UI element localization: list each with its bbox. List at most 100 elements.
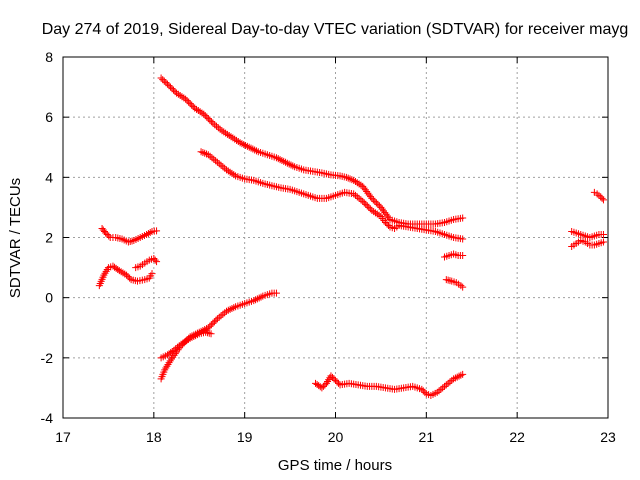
data-point <box>459 283 467 291</box>
data-point <box>219 310 227 318</box>
data-point <box>353 179 361 187</box>
data-point <box>203 113 211 121</box>
y-tick-label: -2 <box>41 350 54 366</box>
data-point <box>351 178 359 186</box>
data-point <box>372 199 380 207</box>
data-point <box>250 297 258 305</box>
data-point <box>204 324 212 332</box>
data-point <box>450 375 458 383</box>
data-point <box>128 237 136 245</box>
data-point <box>143 230 151 238</box>
data-point <box>146 228 154 236</box>
data-point <box>175 342 183 350</box>
data-point <box>230 304 238 312</box>
data-point <box>283 159 291 167</box>
data-point <box>228 304 236 312</box>
data-point <box>203 329 211 337</box>
series-track-f <box>441 250 467 261</box>
data-point <box>280 157 288 165</box>
data-point <box>161 366 169 374</box>
data-point <box>318 384 326 392</box>
data-point <box>206 152 214 160</box>
data-point <box>287 161 295 169</box>
series-track-e <box>197 148 467 243</box>
data-point <box>172 345 180 353</box>
data-point <box>357 181 365 189</box>
data-point <box>186 334 194 342</box>
data-point <box>179 339 187 347</box>
data-point <box>330 375 338 383</box>
data-point <box>119 269 127 277</box>
data-point <box>159 76 167 84</box>
x-tick-label: 19 <box>237 429 253 445</box>
data-point <box>215 313 223 321</box>
data-point <box>213 315 221 323</box>
data-point <box>170 86 178 94</box>
data-point <box>599 196 607 204</box>
data-point <box>357 196 365 204</box>
data-point <box>157 74 165 82</box>
data-point <box>368 206 376 214</box>
x-tick-label: 17 <box>55 429 71 445</box>
data-point <box>437 385 445 393</box>
data-point <box>448 376 456 384</box>
data-point <box>370 208 378 216</box>
data-point <box>278 156 286 164</box>
data-point <box>328 373 336 381</box>
x-tick-label: 21 <box>419 429 435 445</box>
y-tick-label: -4 <box>41 410 54 426</box>
data-point <box>210 318 218 326</box>
series-track-d <box>157 74 467 228</box>
data-point <box>103 230 111 238</box>
data-point <box>335 379 343 387</box>
data-point <box>225 132 233 140</box>
data-point <box>166 83 174 91</box>
data-point <box>206 322 214 330</box>
data-point <box>209 319 217 327</box>
data-point <box>207 321 215 329</box>
series-track-h <box>157 289 280 383</box>
data-point <box>191 104 199 112</box>
data-point <box>599 238 607 246</box>
data-point <box>359 197 367 205</box>
data-point <box>193 105 201 113</box>
data-point <box>144 229 152 237</box>
data-point <box>204 151 212 159</box>
data-point <box>224 306 232 314</box>
data-point <box>418 385 426 393</box>
data-point <box>252 296 260 304</box>
data-point <box>276 156 284 164</box>
data-point <box>234 138 242 146</box>
data-point <box>163 362 171 370</box>
data-point <box>207 330 215 338</box>
data-point <box>216 125 224 133</box>
data-point <box>177 340 185 348</box>
data-point <box>327 372 335 380</box>
series-track-k <box>568 227 607 241</box>
data-point <box>342 173 350 181</box>
data-point <box>385 214 393 222</box>
data-point <box>188 333 196 341</box>
data-point <box>199 149 207 157</box>
data-point <box>217 161 225 169</box>
data-point <box>249 145 257 153</box>
data-point <box>223 166 230 174</box>
data-point <box>222 129 230 137</box>
data-point <box>153 258 161 266</box>
data-point <box>333 378 341 386</box>
data-point <box>350 190 358 198</box>
data-point <box>242 141 250 149</box>
data-point <box>257 293 265 301</box>
data-point <box>373 210 381 218</box>
data-point <box>444 379 452 387</box>
data-point <box>384 221 392 229</box>
data-point <box>255 294 263 302</box>
data-point <box>360 199 368 207</box>
data-point <box>204 115 212 123</box>
data-point <box>353 193 361 201</box>
x-tick-label: 18 <box>146 429 162 445</box>
data-point <box>365 203 373 211</box>
data-point <box>212 157 220 165</box>
data-point <box>346 175 354 183</box>
data-point <box>289 162 297 170</box>
